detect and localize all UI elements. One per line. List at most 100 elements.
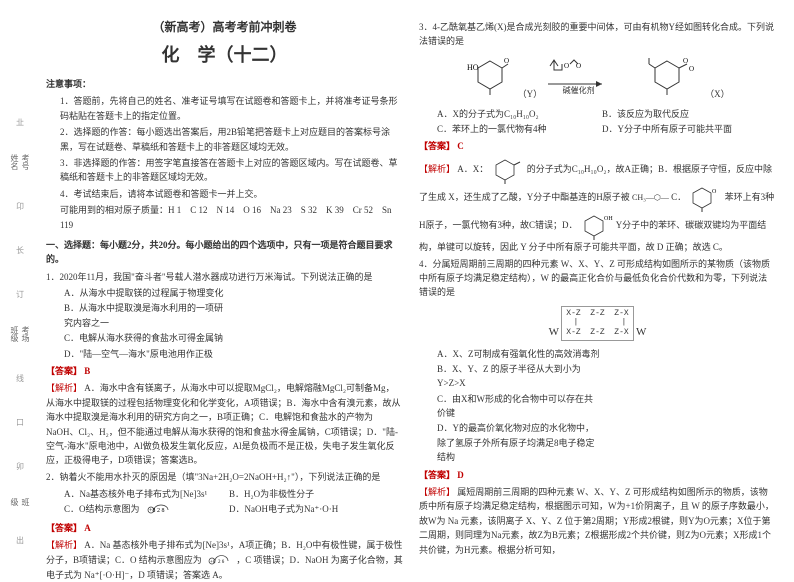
q2-options: A．Na基态核外电子排布式为[Ne]3s¹ B．H₂O为非极性分子 C．O结构示… (46, 486, 403, 518)
q1-analysis: 【解析】 A．海水中含有镁离子，从海水中可以提取MgCl₂，电解熔融MgCl₂可… (46, 381, 403, 467)
q4-opt-c: C．由X和W形成的化合物中可以存在共价键 (437, 392, 600, 421)
margin-char: 卯 (15, 462, 26, 470)
catalyst-text: 碱催化剂 (563, 86, 595, 95)
margin-char: 出 (15, 536, 26, 544)
q4-opt-a: A．X、Z可制成有强氧化性的高效消毒剂 (437, 347, 600, 361)
q4-analysis: 【解析】 属短周期前三周期的四种元素 W、X、Y、Z 可形成结构如图所示的物质，… (419, 485, 776, 557)
benzene-ring-icon: O (688, 184, 722, 212)
q3-opt-d: D．Y分子中所有原子可能共平面 (602, 122, 765, 135)
right-column: 3．4-乙酰氧基乙烯(X)是合成光刻胶的重要中间体，可由有机物Y经如图转化合成。… (411, 18, 784, 552)
svg-text:OH: OH (604, 216, 613, 222)
q2-stem: 2．钠着火不能用水扑灭的原因是（填"3Na+2H₂O=2NaOH+H₂↑"），下… (46, 470, 403, 484)
q1-answer: 【答案】 B (46, 364, 403, 378)
analysis-label: 【解析】 (46, 540, 82, 550)
q3-opt-b: B．该反应为取代反应 (602, 107, 765, 120)
notice-item: 4．考试结束后，请将本试题卷和答题卡一并上交。 (46, 187, 403, 201)
svg-text:O: O (689, 65, 694, 73)
q2-opt-c: C．O结构示意图为 +8 2 8 (64, 502, 227, 517)
analysis-body: A．X： (457, 164, 488, 174)
molecule-x: O O （X） (647, 55, 730, 100)
q3-options: A．X的分子式为C₁₀H₁₀O₂ B．该反应为取代反应 C．苯环上的一氯代物有4… (419, 106, 776, 136)
margin-char: 㐀 (15, 118, 26, 126)
margin-char: 长 (15, 246, 26, 254)
svg-text:+8: +8 (149, 508, 155, 514)
page-content: （新高考）高考考前冲刺卷 化 学（十二） 注意事项： 1．答题前，先将自己的姓名… (40, 0, 794, 562)
margin-label: 考号姓名 (9, 154, 31, 174)
q3-stem: 3．4-乙酰氧基乙烯(X)是合成光刻胶的重要中间体，可由有机物Y经如图转化合成。… (419, 20, 776, 49)
w-label-2: W (636, 326, 646, 338)
q1-opt-a: A．从海水中提取镁的过程属于物理变化 (64, 286, 227, 300)
svg-text:O: O (564, 62, 569, 70)
analysis-label: 【解析】 (419, 487, 455, 497)
margin-char: 口 (15, 418, 26, 426)
margin-char: 卬 (15, 202, 26, 210)
analysis-body: 属短周期前三周期的四种元素 W、X、Y、Z 可形成结构如图所示的物质，该物质中所… (419, 487, 774, 555)
molecule-y: HO O （Y） (465, 55, 542, 100)
benzene-ring-icon: OH (580, 212, 614, 240)
analysis-body: C． (671, 192, 686, 202)
margin-char: 线 (15, 374, 26, 382)
w-label: W (549, 326, 559, 338)
answer-value: B (84, 366, 90, 376)
answer-label: 【答案】 (46, 366, 82, 376)
q3-analysis: 【解析】 A．X： 的分子式为C₁₀H₁₀O₂，故A正确；B．根据原子守恒，反应… (419, 156, 776, 254)
answer-value: D (457, 470, 464, 480)
q4-answer: 【答案】 D (419, 468, 776, 482)
benzene-ring-icon: O O (647, 55, 703, 97)
svg-text:O: O (504, 57, 509, 65)
fragment-text: CH₃—⬡— (632, 193, 669, 202)
q4-structure-diagram: W X-Z Z-Z Z-X | | X-Z Z-Z Z-X W (419, 306, 776, 341)
margin-label: 考场班级 (9, 326, 31, 346)
q2-opt-b: B．H₂O为非极性分子 (229, 487, 392, 500)
exam-header: （新高考）高考考前冲刺卷 化 学（十二） (46, 18, 403, 67)
q1-opt-b: B．从海水中提取溴是海水利用的一项研究内容之一 (64, 301, 227, 330)
q4-opt-d: D．Y的最高价氧化物对应的水化物中，除了氢原子外所有原子均满足8电子稳定结构 (437, 421, 600, 464)
q4-stem: 4．分属短周期前三周期的四种元素 W、X、Y、Z 可形成结构如图所示的某物质（该… (419, 257, 776, 300)
svg-text:2 8: 2 8 (157, 508, 165, 514)
q4-options: A．X、Z可制成有强氧化性的高效消毒剂 B．X、Y、Z 的原子半径从大到小为 Y… (419, 347, 776, 465)
q1-opt-c: C．电解从海水获得的食盐水可得金属钠 (64, 331, 227, 345)
margin-char: 订 (15, 290, 26, 298)
label-y: （Y） (518, 89, 543, 99)
q3-opt-a: A．X的分子式为C₁₀H₁₀O₂ (437, 107, 600, 120)
atom-diagram-icon: +8 2 8 (142, 503, 174, 517)
margin-label: 班级 (9, 498, 31, 508)
q2-opt-c-text: C．O结构示意图为 (64, 504, 140, 514)
notice-item: 1．答题前，先将自己的姓名、准考证号填写在试题卷和答题卡上，并将准考证号条形码粘… (46, 94, 403, 123)
binding-margin: 㐀 考号姓名 卬 长 订 考场班级 线 口 卯 班级 出 (0, 0, 40, 562)
analysis-body: A．海水中含有镁离子，从海水中可以提取MgCl₂，电解熔融MgCl₂可制备Mg，… (46, 383, 401, 465)
svg-text:O: O (683, 57, 688, 65)
q4-opt-b: B．X、Y、Z 的原子半径从大到小为 Y>Z>X (437, 362, 600, 391)
atom-diagram-icon: +8 2 6 (204, 554, 234, 568)
q2-opt-a: A．Na基态核外电子排布式为[Ne]3s¹ (64, 487, 227, 500)
q2-answer: 【答案】 A (46, 521, 403, 535)
answer-label: 【答案】 (46, 523, 82, 533)
svg-text:HO: HO (467, 63, 479, 72)
q1-options: A．从海水中提取镁的过程属于物理变化 B．从海水中提取溴是海水利用的一项研究内容… (46, 286, 403, 361)
analysis-label: 【解析】 (419, 164, 455, 174)
benzene-ring-icon: HO O (465, 55, 515, 97)
exam-subtitle: （新高考）高考考前冲刺卷 (46, 18, 403, 35)
q3-reaction-diagram: HO O （Y） O O 碱催化剂 O (419, 55, 776, 100)
matrix-structure: X-Z Z-Z Z-X | | X-Z Z-Z Z-X (561, 306, 633, 341)
analysis-label: 【解析】 (46, 383, 82, 393)
benzene-ring-icon (491, 156, 525, 184)
exam-title: 化 学（十二） (46, 41, 403, 67)
notice-item: 2．选择题的作答：每小题选出答案后，用2B铅笔把答题卡上对应题目的答案标号涂黑，… (46, 125, 403, 154)
answer-label: 【答案】 (419, 141, 455, 151)
section-1-title: 一、选择题：每小题2分，共20分。每小题给出的四个选项中，只有一项是符合题目要求… (46, 238, 403, 267)
answer-label: 【答案】 (419, 470, 455, 480)
q3-answer: 【答案】 C (419, 139, 776, 153)
label-x: （X） (705, 89, 730, 99)
q2-opt-d: D．NaOH电子式为Na⁺·O·H (229, 502, 392, 515)
left-column: （新高考）高考考前冲刺卷 化 学（十二） 注意事项： 1．答题前，先将自己的姓名… (44, 18, 411, 552)
molar-masses: 可能用到的相对原子质量：H 1 C 12 N 14 O 16 Na 23 S 3… (46, 203, 403, 232)
answer-value: A (84, 523, 91, 533)
svg-text:2 6: 2 6 (218, 560, 225, 565)
q3-opt-c: C．苯环上的一氯代物有4种 (437, 122, 600, 135)
q1-opt-d: D．"陆—空气—海水"原电池用作正极 (64, 347, 227, 361)
answer-value: C (457, 141, 464, 151)
notice-label: 注意事项： (46, 77, 403, 91)
svg-text:+8: +8 (210, 560, 216, 565)
notice-item: 3．非选择题的作答：用签字笔直接答在答题卡上对应的答题区域内。写在试题卷、草稿纸… (46, 156, 403, 185)
